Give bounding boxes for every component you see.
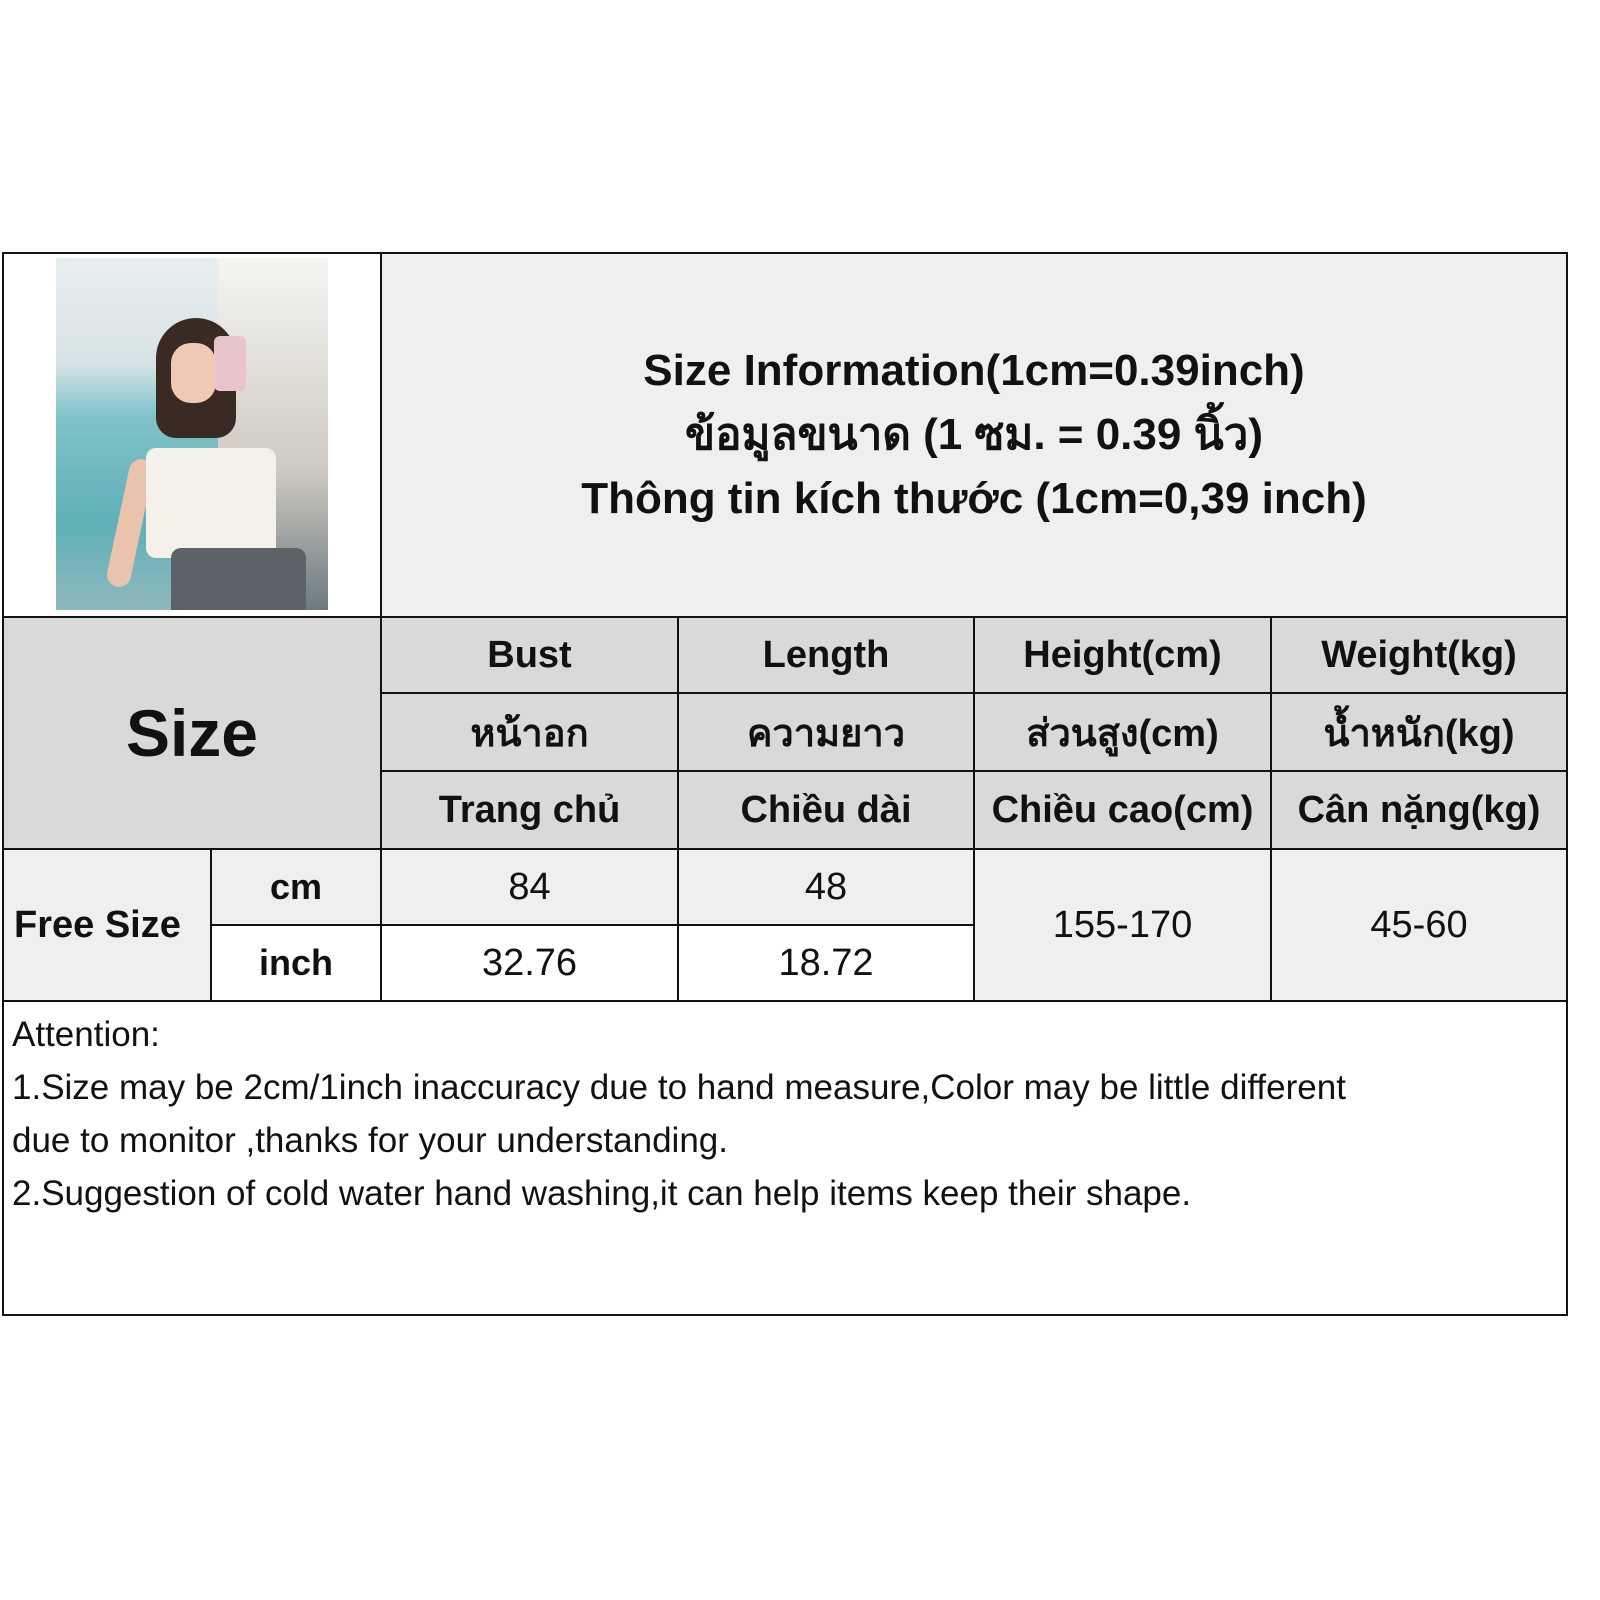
header-bust-vi: Trang chủ	[380, 770, 679, 850]
size-header: Size	[2, 616, 382, 850]
title-cell: Size Information(1cm=0.39inch) ข้อมูลขนา…	[380, 252, 1568, 618]
length-cm: 48	[677, 848, 975, 926]
header-weight-th: น้ำหนัก(kg)	[1270, 692, 1568, 772]
header-height-en: Height(cm)	[973, 616, 1272, 694]
bust-inch: 32.76	[380, 924, 679, 1002]
height-range: 155-170	[973, 848, 1272, 1002]
attention-notes: Attention: 1.Size may be 2cm/1inch inacc…	[2, 1000, 1568, 1316]
unit-inch: inch	[210, 924, 382, 1002]
attention-line-3: 2.Suggestion of cold water hand washing,…	[12, 1174, 1192, 1213]
header-height-th: ส่วนสูง(cm)	[973, 692, 1272, 772]
header-bust-en: Bust	[380, 616, 679, 694]
header-length-th: ความยาว	[677, 692, 975, 772]
header-weight-en: Weight(kg)	[1270, 616, 1568, 694]
size-name: Free Size	[2, 848, 212, 1002]
header-length-vi: Chiều dài	[677, 770, 975, 850]
title-vi: Thông tin kích thước (1cm=0,39 inch)	[581, 474, 1367, 523]
header-height-vi: Chiều cao(cm)	[973, 770, 1272, 850]
bust-cm: 84	[380, 848, 679, 926]
attention-heading: Attention:	[12, 1015, 160, 1054]
header-bust-th: หน้าอก	[380, 692, 679, 772]
attention-line-1: 1.Size may be 2cm/1inch inaccuracy due t…	[12, 1068, 1346, 1107]
unit-cm: cm	[210, 848, 382, 926]
weight-range: 45-60	[1270, 848, 1568, 1002]
header-weight-vi: Cân nặng(kg)	[1270, 770, 1568, 850]
attention-line-2: due to monitor ,thanks for your understa…	[12, 1121, 728, 1160]
product-photo	[56, 258, 328, 610]
title-en: Size Information(1cm=0.39inch)	[643, 346, 1305, 395]
length-inch: 18.72	[677, 924, 975, 1002]
header-length-en: Length	[677, 616, 975, 694]
title-th: ข้อมูลขนาด (1 ซม. = 0.39 นิ้ว)	[684, 410, 1263, 459]
